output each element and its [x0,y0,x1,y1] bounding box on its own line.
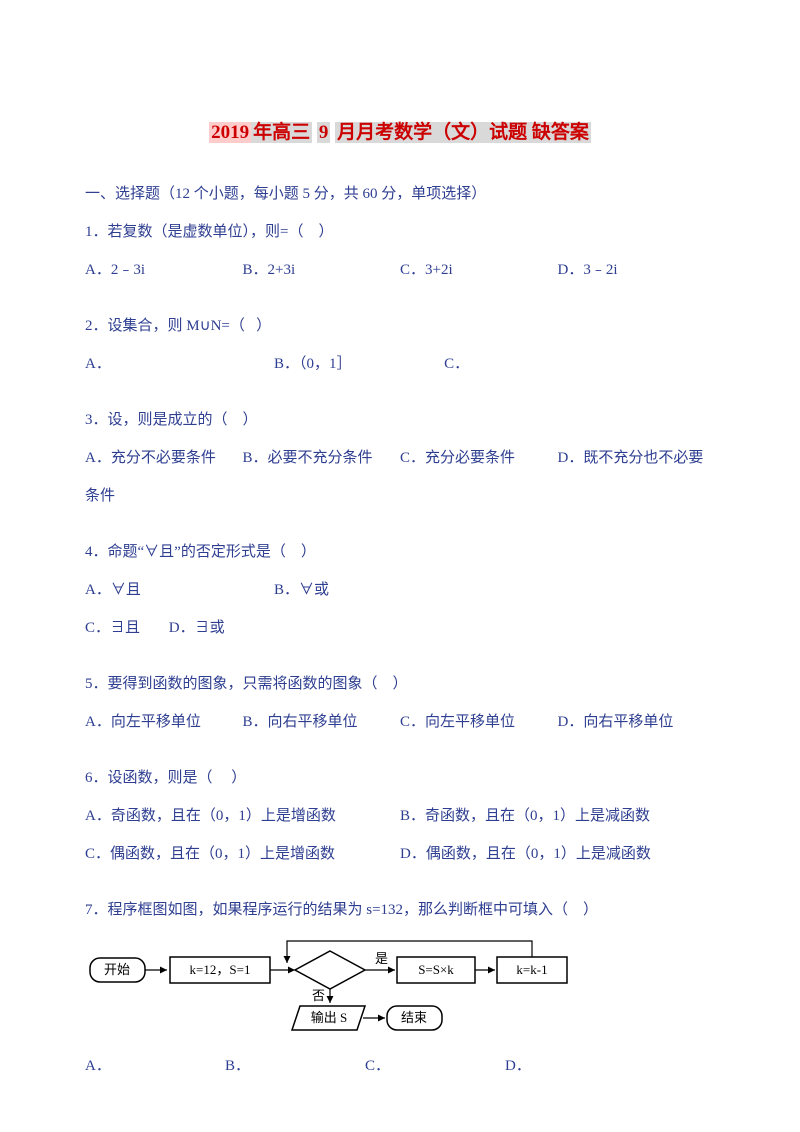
section-heading: 一、选择题（12 个小题，每小题 5 分，共 60 分，单项选择） [85,176,715,212]
fc-out-label: 输出 S [311,1010,347,1025]
q7-opt-c: C． [365,1048,505,1084]
q1-opt-d: D．3﹣2i [558,252,716,288]
q6-opt-b: B．奇函数，且在（0，1）上是减函数 [400,798,715,834]
q4-stem: 4．命题“∀且”的否定形式是（ ） [85,534,715,570]
title-part2: 月月考数学（文）试题 缺答案 [335,122,591,143]
title-nine: 9 [317,122,331,143]
q3-opt-c: C．充分必要条件 [400,440,558,476]
q5-options: A．向左平移单位 B．向右平移单位 C．向左平移单位 D．向右平移单位 [85,704,715,740]
q6-stem: 6．设函数，则是（ ） [85,760,715,796]
q5-stem: 5．要得到函数的图象，只需将函数的图象（ ） [85,666,715,702]
q1-options: A．2﹣3i B．2+3i C．3+2i D．3﹣2i [85,252,715,288]
q3-stem: 3．设，则是成立的（ ） [85,402,715,438]
q4-opt-c: C．∃且 [85,610,165,646]
q2-stem: 2．设集合，则 M∪N=（ ） [85,308,715,344]
q2-options: A． B．（0，1］ C． [85,346,715,382]
q3-options: A．充分不必要条件 B．必要不充分条件 C．充分必要条件 D．既不充分也不必要 [85,440,715,476]
fc-calc-label: S=S×k [418,962,454,977]
q3-tail: 条件 [85,478,715,514]
q3-opt-d: D．既不充分也不必要 [558,440,716,476]
q4-options-row1: A．∀且 B．∀或 [85,572,715,608]
q6-options-row1: A．奇函数，且在（0，1）上是增函数 B．奇函数，且在（0，1）上是减函数 [85,798,715,834]
q5-opt-c: C．向左平移单位 [400,704,558,740]
q1-opt-b: B．2+3i [243,252,401,288]
q5-opt-b: B．向右平移单位 [243,704,401,740]
fc-yes-label: 是 [375,951,388,966]
q5-opt-a: A．向左平移单位 [85,704,243,740]
q7-opt-a: A． [85,1048,225,1084]
fc-dec-label: k=k-1 [516,962,547,977]
q3-opt-b: B．必要不充分条件 [243,440,401,476]
fc-start-label: 开始 [104,962,130,977]
q7-flowchart: 开始 k=12，S=1 是 否 S=S×k k=k-1 输出 S 结束 [85,933,715,1043]
fc-end-label: 结束 [401,1010,427,1025]
q3-opt-a: A．充分不必要条件 [85,440,243,476]
q7-opt-b: B． [225,1048,365,1084]
q1-opt-c: C．3+2i [400,252,558,288]
q2-opt-c: C． [444,346,469,382]
fc-no-label: 否 [312,988,325,1003]
q6-options-row2: C．偶函数，且在（0，1）上是增函数 D．偶函数，且在（0，1）上是减函数 [85,836,715,872]
q5-opt-d: D．向右平移单位 [558,704,716,740]
q1-opt-a: A．2﹣3i [85,252,243,288]
q6-opt-c: C．偶函数，且在（0，1）上是增函数 [85,836,400,872]
title-part1: 年高三 [251,122,312,143]
q7-options: A． B． C． D． [85,1048,715,1084]
q6-opt-d: D．偶函数，且在（0，1）上是减函数 [400,836,715,872]
q4-options-row2: C．∃且 D．∃或 [85,610,715,646]
fc-init-label: k=12，S=1 [190,962,251,977]
q4-opt-d: D．∃或 [169,620,225,636]
q7-opt-d: D． [505,1048,645,1084]
page-title: 2019年高三 9 月月考数学（文）试题 缺答案 [85,110,715,156]
title-year: 2019 [209,122,251,143]
q2-opt-b: B．（0，1］ [274,346,444,382]
q4-opt-a: A．∀且 [85,572,274,608]
q6-opt-a: A．奇函数，且在（0，1）上是增函数 [85,798,400,834]
q2-opt-a: A． [85,346,274,382]
q4-opt-b: B．∀或 [274,572,329,608]
q7-stem: 7．程序框图如图，如果程序运行的结果为 s=132，那么判断框中可填入（ ） [85,892,715,928]
q1-stem: 1．若复数（是虚数单位），则=（ ） [85,214,715,250]
